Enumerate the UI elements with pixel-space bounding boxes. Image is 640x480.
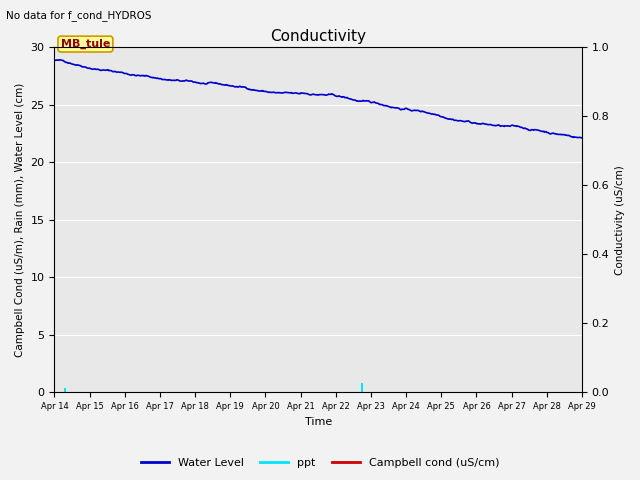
Water Level xyxy=(61,59,68,65)
Water Level xyxy=(578,135,586,141)
Y-axis label: Campbell Cond (uS/m), Rain (mm), Water Level (cm): Campbell Cond (uS/m), Rain (mm), Water L… xyxy=(15,83,25,357)
Text: No data for f_cond_HYDROS: No data for f_cond_HYDROS xyxy=(6,10,152,21)
X-axis label: Time: Time xyxy=(305,417,332,427)
Bar xyxy=(64,388,66,392)
Water Level xyxy=(398,106,406,112)
Bar xyxy=(361,383,364,392)
Water Level xyxy=(383,103,390,108)
Water Level xyxy=(51,57,58,63)
Water Level xyxy=(169,77,177,83)
Legend: Water Level, ppt, Campbell cond (uS/cm): Water Level, ppt, Campbell cond (uS/cm) xyxy=(136,453,504,472)
Y-axis label: Conductivity (uS/cm): Conductivity (uS/cm) xyxy=(615,165,625,275)
Water Level xyxy=(56,57,63,63)
Title: Conductivity: Conductivity xyxy=(270,29,366,44)
Text: MB_tule: MB_tule xyxy=(61,39,110,49)
Line: Water Level: Water Level xyxy=(54,60,582,138)
Water Level xyxy=(196,81,204,86)
Water Level xyxy=(115,70,123,75)
